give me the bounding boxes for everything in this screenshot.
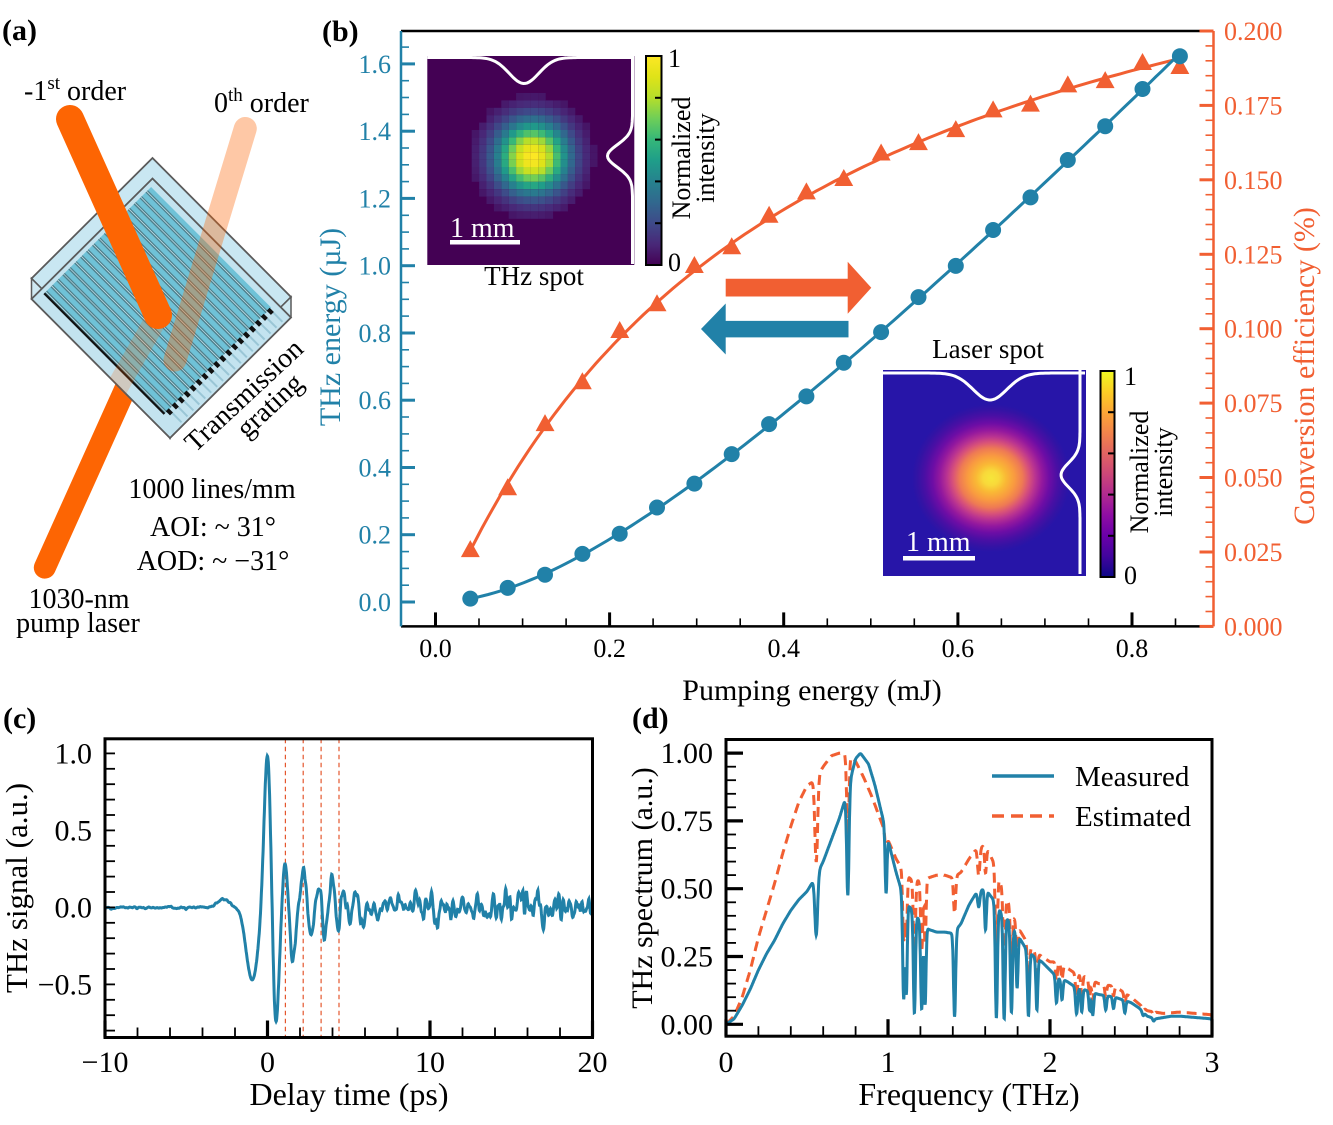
svg-text:−10: −10 xyxy=(82,1046,129,1079)
svg-text:1 mm: 1 mm xyxy=(450,213,515,244)
svg-text:Measured: Measured xyxy=(1075,761,1190,793)
svg-text:0.50: 0.50 xyxy=(661,873,714,906)
svg-text:1.0: 1.0 xyxy=(55,737,93,770)
svg-text:0.200: 0.200 xyxy=(1224,17,1283,46)
svg-text:0.000: 0.000 xyxy=(1224,612,1283,641)
svg-text:THz energy (µJ): THz energy (µJ) xyxy=(314,228,347,426)
svg-text:0.150: 0.150 xyxy=(1224,166,1283,195)
svg-text:1000 lines/mm: 1000 lines/mm xyxy=(128,474,295,505)
svg-text:0: 0 xyxy=(260,1046,275,1079)
svg-text:0.4: 0.4 xyxy=(359,454,392,483)
svg-text:1.0: 1.0 xyxy=(359,252,392,281)
svg-text:1: 1 xyxy=(668,44,681,73)
svg-text:THz spectrum (a.u.): THz spectrum (a.u.) xyxy=(626,767,659,1009)
svg-text:0.2: 0.2 xyxy=(359,521,392,550)
svg-text:intensity: intensity xyxy=(1149,427,1178,517)
svg-text:10: 10 xyxy=(415,1046,445,1079)
svg-text:0.175: 0.175 xyxy=(1224,91,1283,120)
svg-text:0: 0 xyxy=(719,1046,734,1079)
svg-text:THz signal (a.u.): THz signal (a.u.) xyxy=(0,783,34,993)
svg-text:0.25: 0.25 xyxy=(661,941,714,974)
svg-text:0.2: 0.2 xyxy=(593,634,626,663)
svg-text:intensity: intensity xyxy=(691,113,720,203)
svg-text:0: 0 xyxy=(1124,561,1137,590)
svg-text:THz spot: THz spot xyxy=(484,261,584,291)
svg-text:1030-nm: 1030-nm xyxy=(28,584,129,615)
svg-text:0.8: 0.8 xyxy=(1116,634,1149,663)
svg-text:2: 2 xyxy=(1043,1046,1058,1079)
svg-text:−0.5: −0.5 xyxy=(38,968,92,1001)
svg-text:1 mm: 1 mm xyxy=(906,527,971,558)
svg-text:1: 1 xyxy=(1124,362,1137,391)
svg-text:(a): (a) xyxy=(2,14,37,47)
svg-text:20: 20 xyxy=(578,1046,608,1079)
svg-text:0.0: 0.0 xyxy=(55,891,93,924)
svg-text:0.100: 0.100 xyxy=(1224,315,1283,344)
svg-text:0.0: 0.0 xyxy=(359,588,392,617)
svg-text:1.2: 1.2 xyxy=(359,184,392,213)
svg-text:0: 0 xyxy=(668,248,681,277)
svg-text:(c): (c) xyxy=(3,702,36,735)
svg-text:Conversion efficiency (%): Conversion efficiency (%) xyxy=(1288,207,1321,525)
svg-text:-1st order: -1st order xyxy=(24,73,127,107)
svg-text:0.8: 0.8 xyxy=(359,319,392,348)
svg-text:0.075: 0.075 xyxy=(1224,389,1283,418)
svg-text:0.75: 0.75 xyxy=(661,805,714,838)
svg-text:Laser spot: Laser spot xyxy=(932,334,1044,364)
svg-text:pump laser: pump laser xyxy=(16,608,140,639)
svg-text:3: 3 xyxy=(1205,1046,1220,1079)
svg-text:1.00: 1.00 xyxy=(661,737,714,770)
svg-text:0.5: 0.5 xyxy=(55,814,93,847)
svg-text:AOI: ~ 31°: AOI: ~ 31° xyxy=(150,512,276,543)
svg-text:Pumping energy (mJ): Pumping energy (mJ) xyxy=(682,674,941,707)
svg-text:0.4: 0.4 xyxy=(767,634,800,663)
svg-text:1: 1 xyxy=(881,1046,896,1079)
svg-text:0.125: 0.125 xyxy=(1224,240,1283,269)
svg-text:1.4: 1.4 xyxy=(359,117,392,146)
svg-text:0.00: 0.00 xyxy=(661,1008,714,1041)
svg-text:Delay time (ps): Delay time (ps) xyxy=(249,1076,448,1112)
svg-text:AOD: ~ −31°: AOD: ~ −31° xyxy=(137,546,290,577)
svg-text:0.6: 0.6 xyxy=(359,386,392,415)
svg-text:(b): (b) xyxy=(322,15,359,48)
svg-text:0.025: 0.025 xyxy=(1224,538,1283,567)
svg-text:Frequency (THz): Frequency (THz) xyxy=(858,1076,1079,1112)
svg-text:Normalized: Normalized xyxy=(1125,411,1154,534)
svg-text:0.050: 0.050 xyxy=(1224,464,1283,493)
svg-text:0.0: 0.0 xyxy=(419,634,452,663)
svg-text:Estimated: Estimated xyxy=(1075,801,1191,833)
svg-text:0th order: 0th order xyxy=(214,85,310,119)
svg-text:1.6: 1.6 xyxy=(359,50,392,79)
svg-text:0.6: 0.6 xyxy=(942,634,975,663)
svg-text:Normalized: Normalized xyxy=(667,97,696,220)
svg-text:(d): (d) xyxy=(632,702,669,735)
